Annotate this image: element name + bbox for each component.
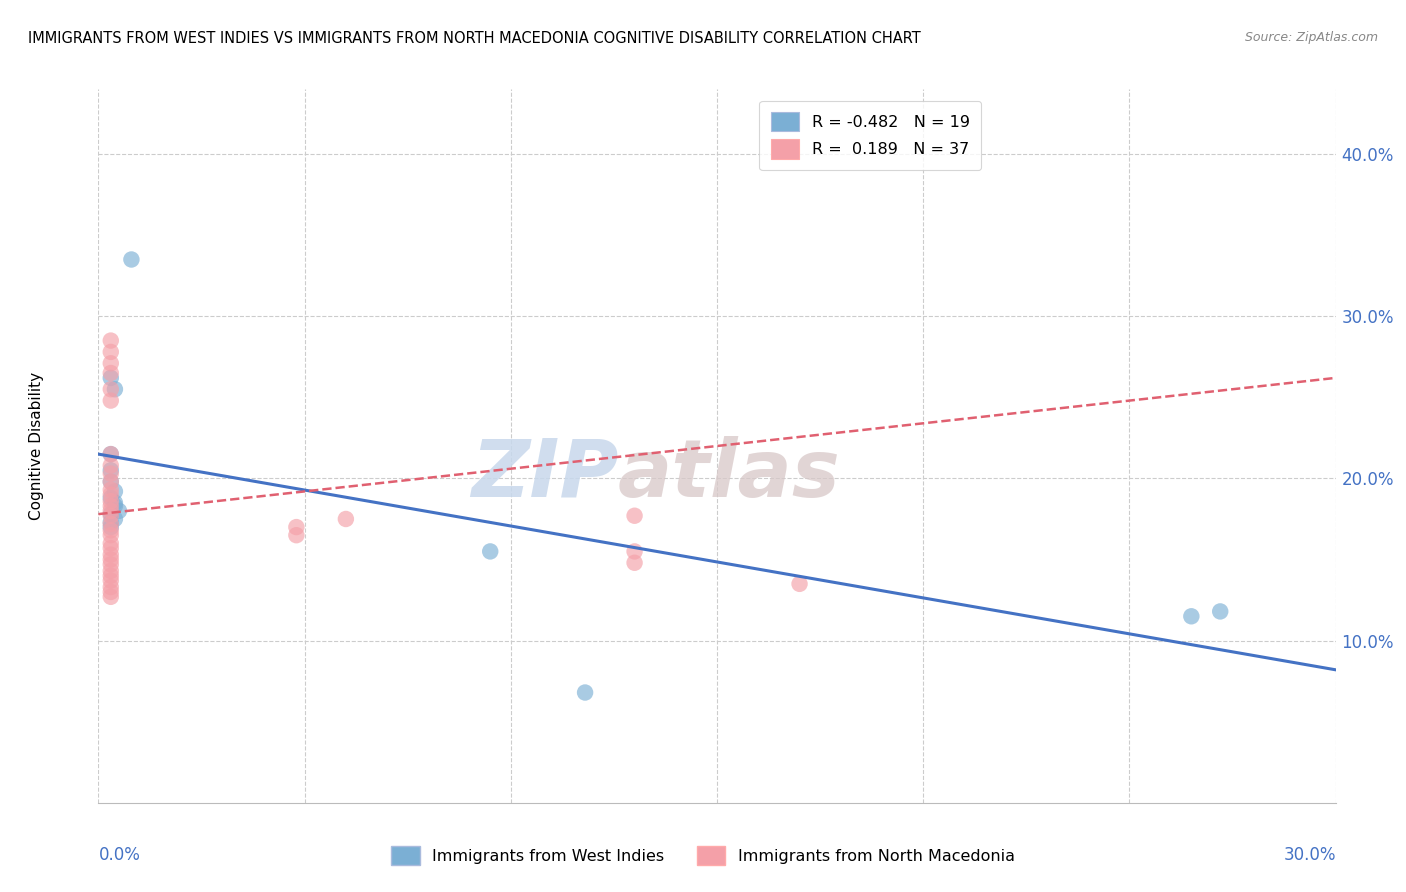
Point <box>100 371 122 385</box>
Point <box>100 393 122 408</box>
Point <box>100 504 122 518</box>
Point <box>100 499 122 513</box>
Point <box>623 544 645 558</box>
Point <box>104 382 127 396</box>
Point <box>100 494 122 508</box>
Point <box>100 491 122 505</box>
Point <box>120 252 142 267</box>
Text: 0.0%: 0.0% <box>98 846 141 863</box>
Point <box>100 580 122 594</box>
Point <box>100 564 122 578</box>
Point <box>104 499 127 513</box>
Text: ZIP: ZIP <box>471 435 619 514</box>
Point <box>623 556 645 570</box>
Point <box>1180 609 1202 624</box>
Point <box>574 685 596 699</box>
Point <box>100 366 122 380</box>
Point <box>285 528 308 542</box>
Text: Source: ZipAtlas.com: Source: ZipAtlas.com <box>1244 31 1378 45</box>
Point <box>100 507 122 521</box>
Point <box>100 463 122 477</box>
Point <box>100 483 122 497</box>
Point <box>100 548 122 562</box>
Point <box>1209 604 1232 618</box>
Point <box>100 574 122 588</box>
Point <box>100 475 122 489</box>
Point <box>100 520 122 534</box>
Point <box>100 524 122 538</box>
Point <box>100 558 122 572</box>
Point <box>789 577 811 591</box>
Point <box>100 382 122 396</box>
Point <box>335 512 357 526</box>
Point <box>623 508 645 523</box>
Point <box>100 508 122 523</box>
Point <box>100 458 122 473</box>
Point <box>100 528 122 542</box>
Point <box>100 552 122 566</box>
Text: atlas: atlas <box>619 435 841 514</box>
Point <box>100 488 122 502</box>
Point <box>100 356 122 370</box>
Legend: Immigrants from West Indies, Immigrants from North Macedonia: Immigrants from West Indies, Immigrants … <box>382 838 1024 873</box>
Point <box>100 447 122 461</box>
Point <box>108 504 131 518</box>
Point <box>100 590 122 604</box>
Point <box>100 475 122 489</box>
Point <box>104 484 127 499</box>
Point <box>100 585 122 599</box>
Point <box>100 536 122 550</box>
Point <box>100 345 122 359</box>
Text: Cognitive Disability: Cognitive Disability <box>30 372 44 520</box>
Point <box>285 520 308 534</box>
Point <box>100 447 122 461</box>
Text: IMMIGRANTS FROM WEST INDIES VS IMMIGRANTS FROM NORTH MACEDONIA COGNITIVE DISABIL: IMMIGRANTS FROM WEST INDIES VS IMMIGRANT… <box>28 31 921 46</box>
Point <box>100 516 122 531</box>
Point <box>104 496 127 510</box>
Point <box>104 512 127 526</box>
Point <box>100 541 122 556</box>
Point <box>479 544 502 558</box>
Point <box>100 467 122 481</box>
Point <box>100 515 122 529</box>
Legend: R = -0.482   N = 19, R =  0.189   N = 37: R = -0.482 N = 19, R = 0.189 N = 37 <box>759 101 981 170</box>
Point <box>100 334 122 348</box>
Point <box>100 568 122 582</box>
Text: 30.0%: 30.0% <box>1284 846 1336 863</box>
